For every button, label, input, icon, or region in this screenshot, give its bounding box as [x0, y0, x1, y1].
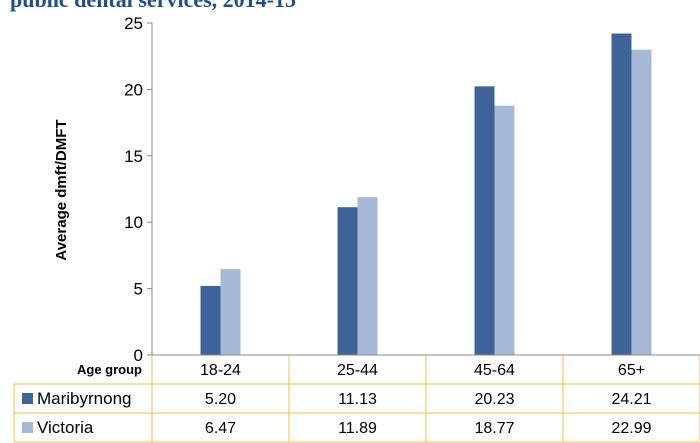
y-tick-label: 25	[124, 14, 143, 33]
legend-swatch-victoria	[22, 422, 33, 433]
x-axis-title: Age group	[77, 362, 142, 377]
x-tick-label: 18-24	[200, 362, 241, 379]
bar-victoria-25-44	[357, 197, 378, 355]
data-label: 11.13	[338, 391, 377, 408]
bar-victoria-45-64	[494, 105, 515, 355]
data-label: 11.89	[338, 420, 377, 437]
bar-maribyrnong-45-64	[474, 86, 495, 356]
data-label: 5.20	[205, 391, 236, 408]
bar-maribyrnong-25-44	[337, 207, 358, 355]
y-tick-label: 5	[134, 280, 143, 299]
data-label: 18.77	[474, 420, 514, 437]
x-tick-label: 45-64	[474, 362, 515, 379]
y-tick-label: 15	[124, 147, 143, 166]
bar-maribyrnong-18-24	[200, 285, 221, 355]
data-label: 24.21	[611, 391, 651, 408]
bar-maribyrnong-65+	[611, 33, 632, 355]
legend-label-maribyrnong: Maribyrnong	[37, 389, 132, 408]
y-tick-label: 20	[124, 80, 143, 99]
y-axis-title: Average dmft/DMFT	[53, 119, 70, 260]
data-label: 6.47	[205, 420, 236, 437]
data-label: 20.23	[474, 391, 514, 408]
x-tick-label: 25-44	[337, 362, 378, 379]
chart-title-fragment: public dental services, 2014-15	[10, 0, 610, 13]
bar-victoria-18-24	[220, 269, 241, 355]
data-label: 22.99	[611, 420, 651, 437]
legend-swatch-maribyrnong	[22, 393, 33, 404]
bar-victoria-65+	[631, 49, 652, 355]
y-tick-label: 0	[134, 346, 143, 365]
legend-label-victoria: Victoria	[37, 418, 94, 437]
y-tick-label: 10	[124, 213, 143, 232]
x-tick-label: 65+	[618, 362, 645, 379]
